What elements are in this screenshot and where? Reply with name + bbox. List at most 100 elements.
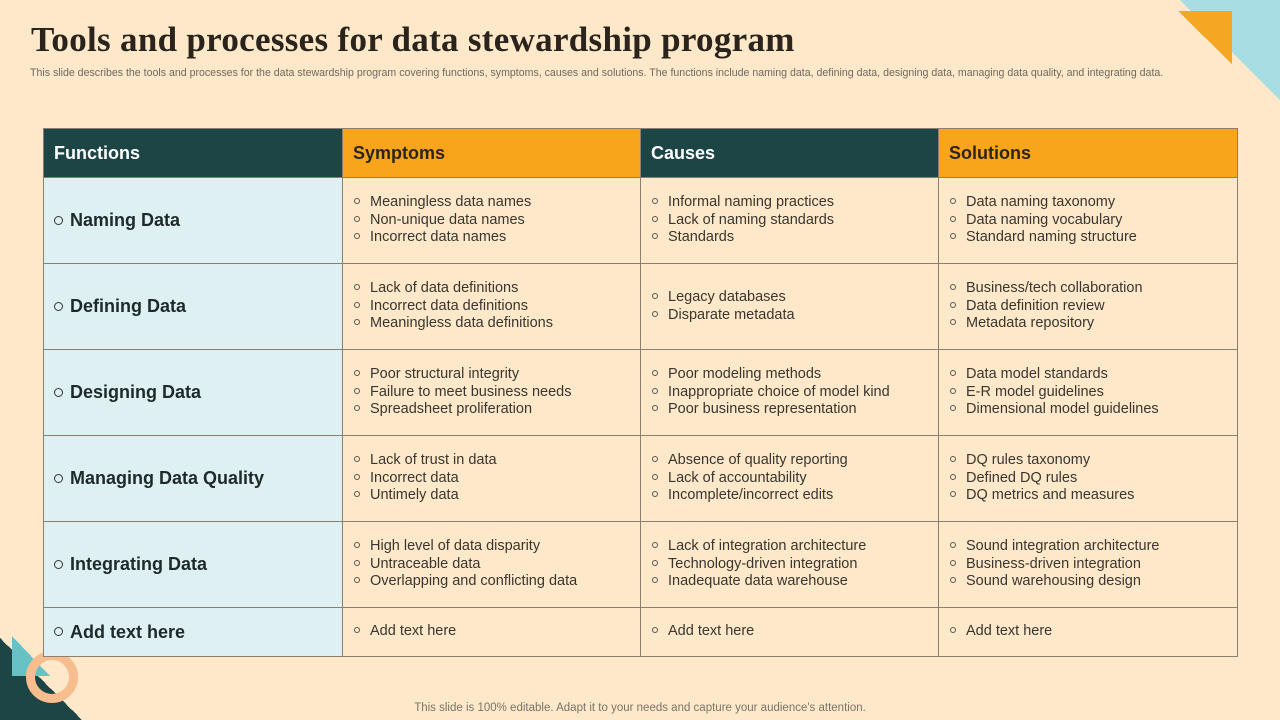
list-item-text: Failure to meet business needs — [370, 383, 572, 400]
hollow-bullet-icon — [354, 456, 360, 463]
list-item-text: Legacy databases — [668, 289, 786, 305]
symptoms-cell: High level of data disparity Untraceable … — [342, 521, 641, 608]
hollow-bullet-icon — [950, 284, 956, 291]
list-item-text: Data definition review — [966, 297, 1105, 314]
hollow-bullet-icon — [652, 405, 658, 412]
hollow-bullet-icon — [354, 198, 360, 205]
list-item: Data naming taxonomy — [950, 194, 1237, 212]
symptoms-list: Meaningless data names Non-unique data na… — [354, 194, 640, 247]
list-item: Sound integration architecture — [950, 538, 1237, 556]
list-item-text: Poor business representation — [668, 401, 857, 418]
list-item-text: Metadata repository — [966, 315, 1095, 332]
list-item: Incorrect data — [354, 470, 640, 488]
hollow-bullet-icon — [354, 233, 360, 240]
list-item: E-R model guidelines — [950, 384, 1237, 402]
list-item: Sound warehousing design — [950, 573, 1237, 591]
list-item-text: Informal naming practices — [668, 194, 835, 211]
list-item: DQ metrics and measures — [950, 487, 1237, 505]
list-item: Poor business representation — [652, 401, 938, 419]
hollow-bullet-icon — [354, 491, 360, 498]
function-label: Integrating Data — [70, 554, 208, 574]
function-cell-naming-data: Naming Data — [43, 177, 343, 264]
header-solutions: Solutions — [938, 128, 1238, 178]
list-item: Absence of quality reporting — [652, 452, 938, 470]
header-symptoms: Symptoms — [342, 128, 641, 178]
hollow-bullet-icon — [652, 559, 658, 566]
list-item-text: Data naming taxonomy — [966, 194, 1116, 211]
list-item-text: Poor modeling methods — [668, 366, 822, 383]
list-item: Standards — [652, 229, 938, 247]
table-row: Designing Data Poor structural integrity F… — [43, 349, 1238, 436]
list-item: Lack of integration architecture — [652, 538, 938, 556]
solutions-cell: DQ rules taxonomy Defined DQ rules DQ metr… — [938, 435, 1238, 522]
list-item: Lack of trust in data — [354, 452, 640, 470]
table-row: Managing Data Quality Lack of trust in da… — [43, 435, 1238, 522]
causes-cell: Add text here — [640, 607, 939, 657]
list-item: Untimely data — [354, 487, 640, 505]
list-item-text: Lack of integration architecture — [668, 538, 867, 555]
hollow-bullet-icon — [54, 215, 63, 225]
causes-list: Lack of integration architecture Technolo… — [652, 538, 938, 591]
symptoms-list: Lack of data definitions Incorrect data d… — [354, 280, 640, 333]
list-item-text: Standards — [668, 229, 735, 246]
list-item: Spreadsheet proliferation — [354, 401, 640, 419]
list-item-text: Poor structural integrity — [370, 366, 520, 383]
list-item: Technology-driven integration — [652, 556, 938, 574]
causes-list: Poor modeling methods Inappropriate choic… — [652, 366, 938, 419]
hollow-bullet-icon — [652, 491, 658, 498]
hollow-bullet-icon — [652, 233, 658, 240]
hollow-bullet-icon — [950, 215, 956, 222]
solutions-list: Add text here — [950, 623, 1237, 641]
solutions-list: Business/tech collaboration Data definiti… — [950, 280, 1237, 333]
table-row: Add text here Add text here Add text here A… — [43, 607, 1238, 657]
hollow-bullet-icon — [652, 387, 658, 394]
function-cell-defining-data: Defining Data — [43, 263, 343, 350]
table-row: Defining Data Lack of data definitions Inc… — [43, 263, 1238, 350]
symptoms-list: Lack of trust in data Incorrect data Untim… — [354, 452, 640, 505]
list-item-text: Spreadsheet proliferation — [370, 401, 533, 418]
list-item: Add text here — [950, 623, 1237, 641]
solutions-cell: Data naming taxonomy Data naming vocabula… — [938, 177, 1238, 264]
list-item: Poor structural integrity — [354, 366, 640, 384]
solutions-list: Data model standards E-R model guidelines… — [950, 366, 1237, 419]
hollow-bullet-icon — [54, 301, 63, 311]
list-item-text: Add text here — [966, 623, 1053, 640]
list-item: High level of data disparity — [354, 538, 640, 556]
list-item: Informal naming practices — [652, 194, 938, 212]
list-item: Overlapping and conflicting data — [354, 573, 640, 591]
list-item: Inappropriate choice of model kind — [652, 384, 938, 402]
list-item-text: Business/tech collaboration — [966, 280, 1143, 297]
list-item-text: Lack of trust in data — [370, 452, 497, 469]
list-item-text: Incorrect data names — [370, 229, 507, 246]
hollow-bullet-icon — [354, 370, 360, 377]
causes-cell: Poor modeling methods Inappropriate choic… — [640, 349, 939, 436]
hollow-bullet-icon — [652, 577, 658, 584]
hollow-bullet-icon — [652, 370, 658, 377]
list-item-text: Non-unique data names — [370, 211, 525, 228]
list-item: Add text here — [652, 623, 938, 641]
list-item: Data naming vocabulary — [950, 212, 1237, 230]
list-item-text: Incorrect data — [370, 469, 459, 486]
symptoms-list: High level of data disparity Untraceable … — [354, 538, 640, 591]
symptoms-cell: Poor structural integrity Failure to meet… — [342, 349, 641, 436]
list-item-text: Incomplete/incorrect edits — [668, 487, 834, 504]
function-label: Naming Data — [70, 210, 181, 230]
hollow-bullet-icon — [950, 491, 956, 498]
table-row: Integrating Data High level of data dispa… — [43, 521, 1238, 608]
list-item: Standard naming structure — [950, 229, 1237, 247]
function-label: Add text here — [70, 621, 186, 642]
list-item-text: Sound warehousing design — [966, 573, 1141, 590]
list-item-text: DQ rules taxonomy — [966, 452, 1091, 469]
hollow-bullet-icon — [950, 198, 956, 205]
list-item-text: Disparate metadata — [668, 306, 795, 323]
list-item-text: Absence of quality reporting — [668, 452, 848, 469]
causes-list: Absence of quality reporting Lack of acco… — [652, 452, 938, 505]
list-item-text: E-R model guidelines — [966, 383, 1104, 400]
hollow-bullet-icon — [354, 627, 360, 634]
causes-list: Legacy databases Disparate metadata — [652, 289, 938, 324]
hollow-bullet-icon — [354, 405, 360, 412]
list-item: Incorrect data definitions — [354, 298, 640, 316]
list-item: Meaningless data names — [354, 194, 640, 212]
hollow-bullet-icon — [652, 198, 658, 205]
table-header-row: Functions Symptoms Causes Solutions — [43, 128, 1238, 178]
